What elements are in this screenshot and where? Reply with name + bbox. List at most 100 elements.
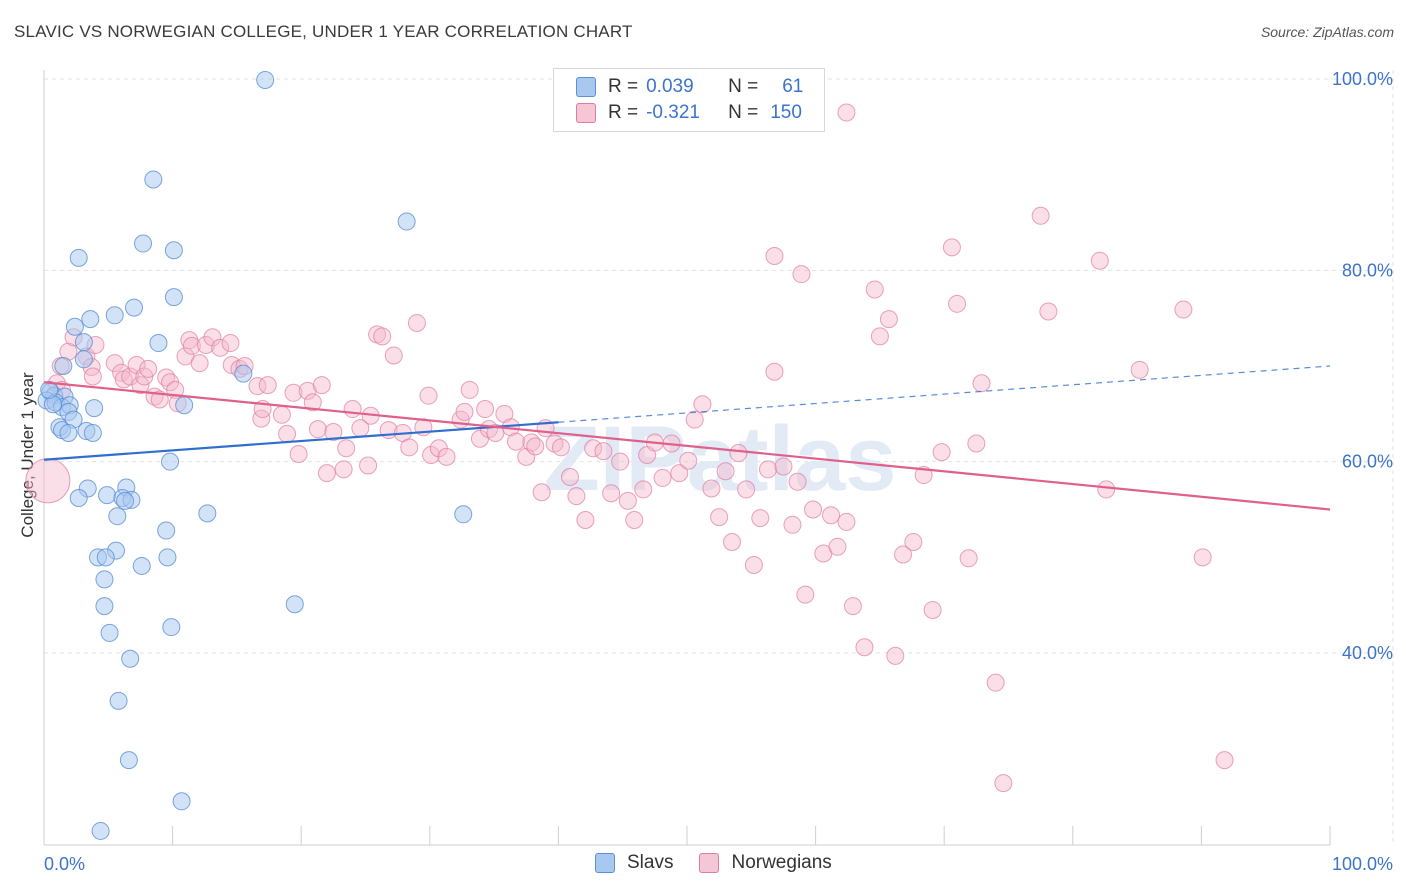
slavs-point: [157, 521, 176, 540]
trend-lines: [43, 365, 1331, 511]
norwegians-point: [796, 585, 815, 604]
norwegians-point: [324, 423, 343, 442]
norwegians-point: [343, 400, 362, 419]
norwegians-point: [716, 462, 735, 481]
norwegians-point: [788, 472, 807, 491]
slavs-point: [285, 595, 304, 614]
slavs-point: [74, 350, 93, 369]
r-label: R =: [608, 76, 639, 97]
slavs-point: [175, 396, 194, 415]
y-tick-label: 80.0%: [1342, 260, 1393, 280]
norwegians-point: [967, 434, 986, 453]
norwegians-point: [602, 484, 621, 503]
norwegians-point: [334, 460, 353, 479]
slavs-trend-extension: [558, 365, 1331, 423]
slavs-point: [59, 423, 78, 442]
norwegians-point: [618, 491, 637, 510]
slavs-point: [85, 399, 104, 418]
norwegians-point: [526, 437, 545, 456]
norwegians-swatch: [699, 853, 720, 873]
norwegians-point: [560, 467, 579, 486]
norwegians-point: [702, 479, 721, 498]
slavs-points: [37, 70, 473, 840]
norwegians-point: [865, 280, 884, 299]
slavs-point: [69, 248, 88, 267]
norwegians-point: [972, 374, 991, 393]
slavs-point: [158, 548, 177, 567]
norwegians-point: [723, 533, 742, 552]
norwegians-point: [710, 508, 729, 527]
norwegians-point: [517, 447, 536, 466]
norwegians-point: [476, 400, 495, 419]
slavs-point: [234, 364, 253, 383]
slavs-swatch: [576, 77, 596, 97]
norwegians-point: [25, 458, 71, 504]
norwegians-swatch: [576, 103, 596, 123]
norwegians-point: [594, 442, 613, 461]
y-tick-labels: 40.0% 60.0% 80.0% 100.0%: [1332, 69, 1393, 663]
slavs-point: [108, 507, 127, 526]
x-tick-label: 0.0%: [44, 854, 85, 874]
norwegians-point: [923, 600, 942, 619]
slavs-point: [54, 357, 73, 375]
norwegians-point: [384, 346, 403, 365]
norwegians-point: [337, 439, 356, 458]
slavs-point: [454, 505, 473, 524]
norwegians-point: [551, 438, 570, 457]
norwegians-point: [1130, 360, 1149, 379]
norwegians-point: [1215, 751, 1234, 770]
slavs-point: [149, 334, 168, 353]
norwegians-point: [783, 515, 802, 534]
norwegians-point: [948, 294, 967, 313]
chart-title: SLAVIC VS NORWEGIAN COLLEGE, UNDER 1 YEA…: [14, 22, 633, 41]
norwegians-point: [1193, 548, 1212, 567]
norwegians-point: [506, 432, 525, 451]
norwegians-point: [870, 327, 889, 346]
norwegians-point: [284, 383, 303, 402]
slavs-point: [144, 170, 163, 189]
norwegians-point: [653, 468, 672, 487]
norwegians-point: [737, 480, 756, 499]
n-value: 61: [782, 76, 804, 97]
legend-item-slavs: Slavs: [595, 852, 673, 874]
norwegians-point: [278, 424, 297, 443]
norwegians-point: [576, 511, 595, 530]
legend-row-norwegians: R = -0.321 N = 150: [576, 102, 802, 124]
norwegians-point: [1039, 302, 1058, 321]
slavs-point: [172, 792, 191, 811]
norwegians-point: [625, 511, 644, 530]
slavs-trend-line: [43, 421, 559, 461]
norwegians-point: [855, 638, 874, 657]
norwegians-point: [792, 265, 811, 284]
norwegians-point: [460, 380, 479, 399]
norwegians-point: [105, 354, 124, 373]
slavs-point: [96, 548, 115, 567]
slavs-point: [81, 310, 100, 329]
slavs-point: [65, 317, 84, 336]
norwegians-point: [252, 409, 271, 428]
legend-item-norwegians: Norwegians: [699, 852, 832, 874]
n-label: N =: [728, 102, 759, 123]
norwegians-point: [211, 338, 230, 357]
norwegians-point: [437, 447, 456, 466]
r-value: -0.321: [646, 102, 700, 123]
legend-label-norwegians: Norwegians: [731, 852, 832, 873]
x-tick-labels: 0.0% 100.0%: [44, 854, 1393, 874]
norwegians-point: [486, 423, 505, 442]
slavs-point: [119, 751, 138, 770]
norwegians-point: [221, 334, 240, 353]
norwegians-point: [804, 500, 823, 519]
r-value: 0.039: [646, 76, 694, 97]
norwegians-point: [751, 509, 770, 528]
norwegians-point: [942, 238, 961, 257]
r-label: R =: [608, 102, 639, 123]
norwegians-point: [312, 376, 331, 395]
n-value: 150: [770, 102, 802, 123]
norwegians-point: [317, 464, 336, 483]
norwegians-point: [759, 460, 778, 479]
slavs-swatch: [595, 853, 615, 873]
norwegians-point: [837, 103, 856, 122]
slavs-point: [109, 691, 128, 710]
norwegians-point: [584, 439, 603, 458]
norwegians-point: [182, 336, 201, 355]
